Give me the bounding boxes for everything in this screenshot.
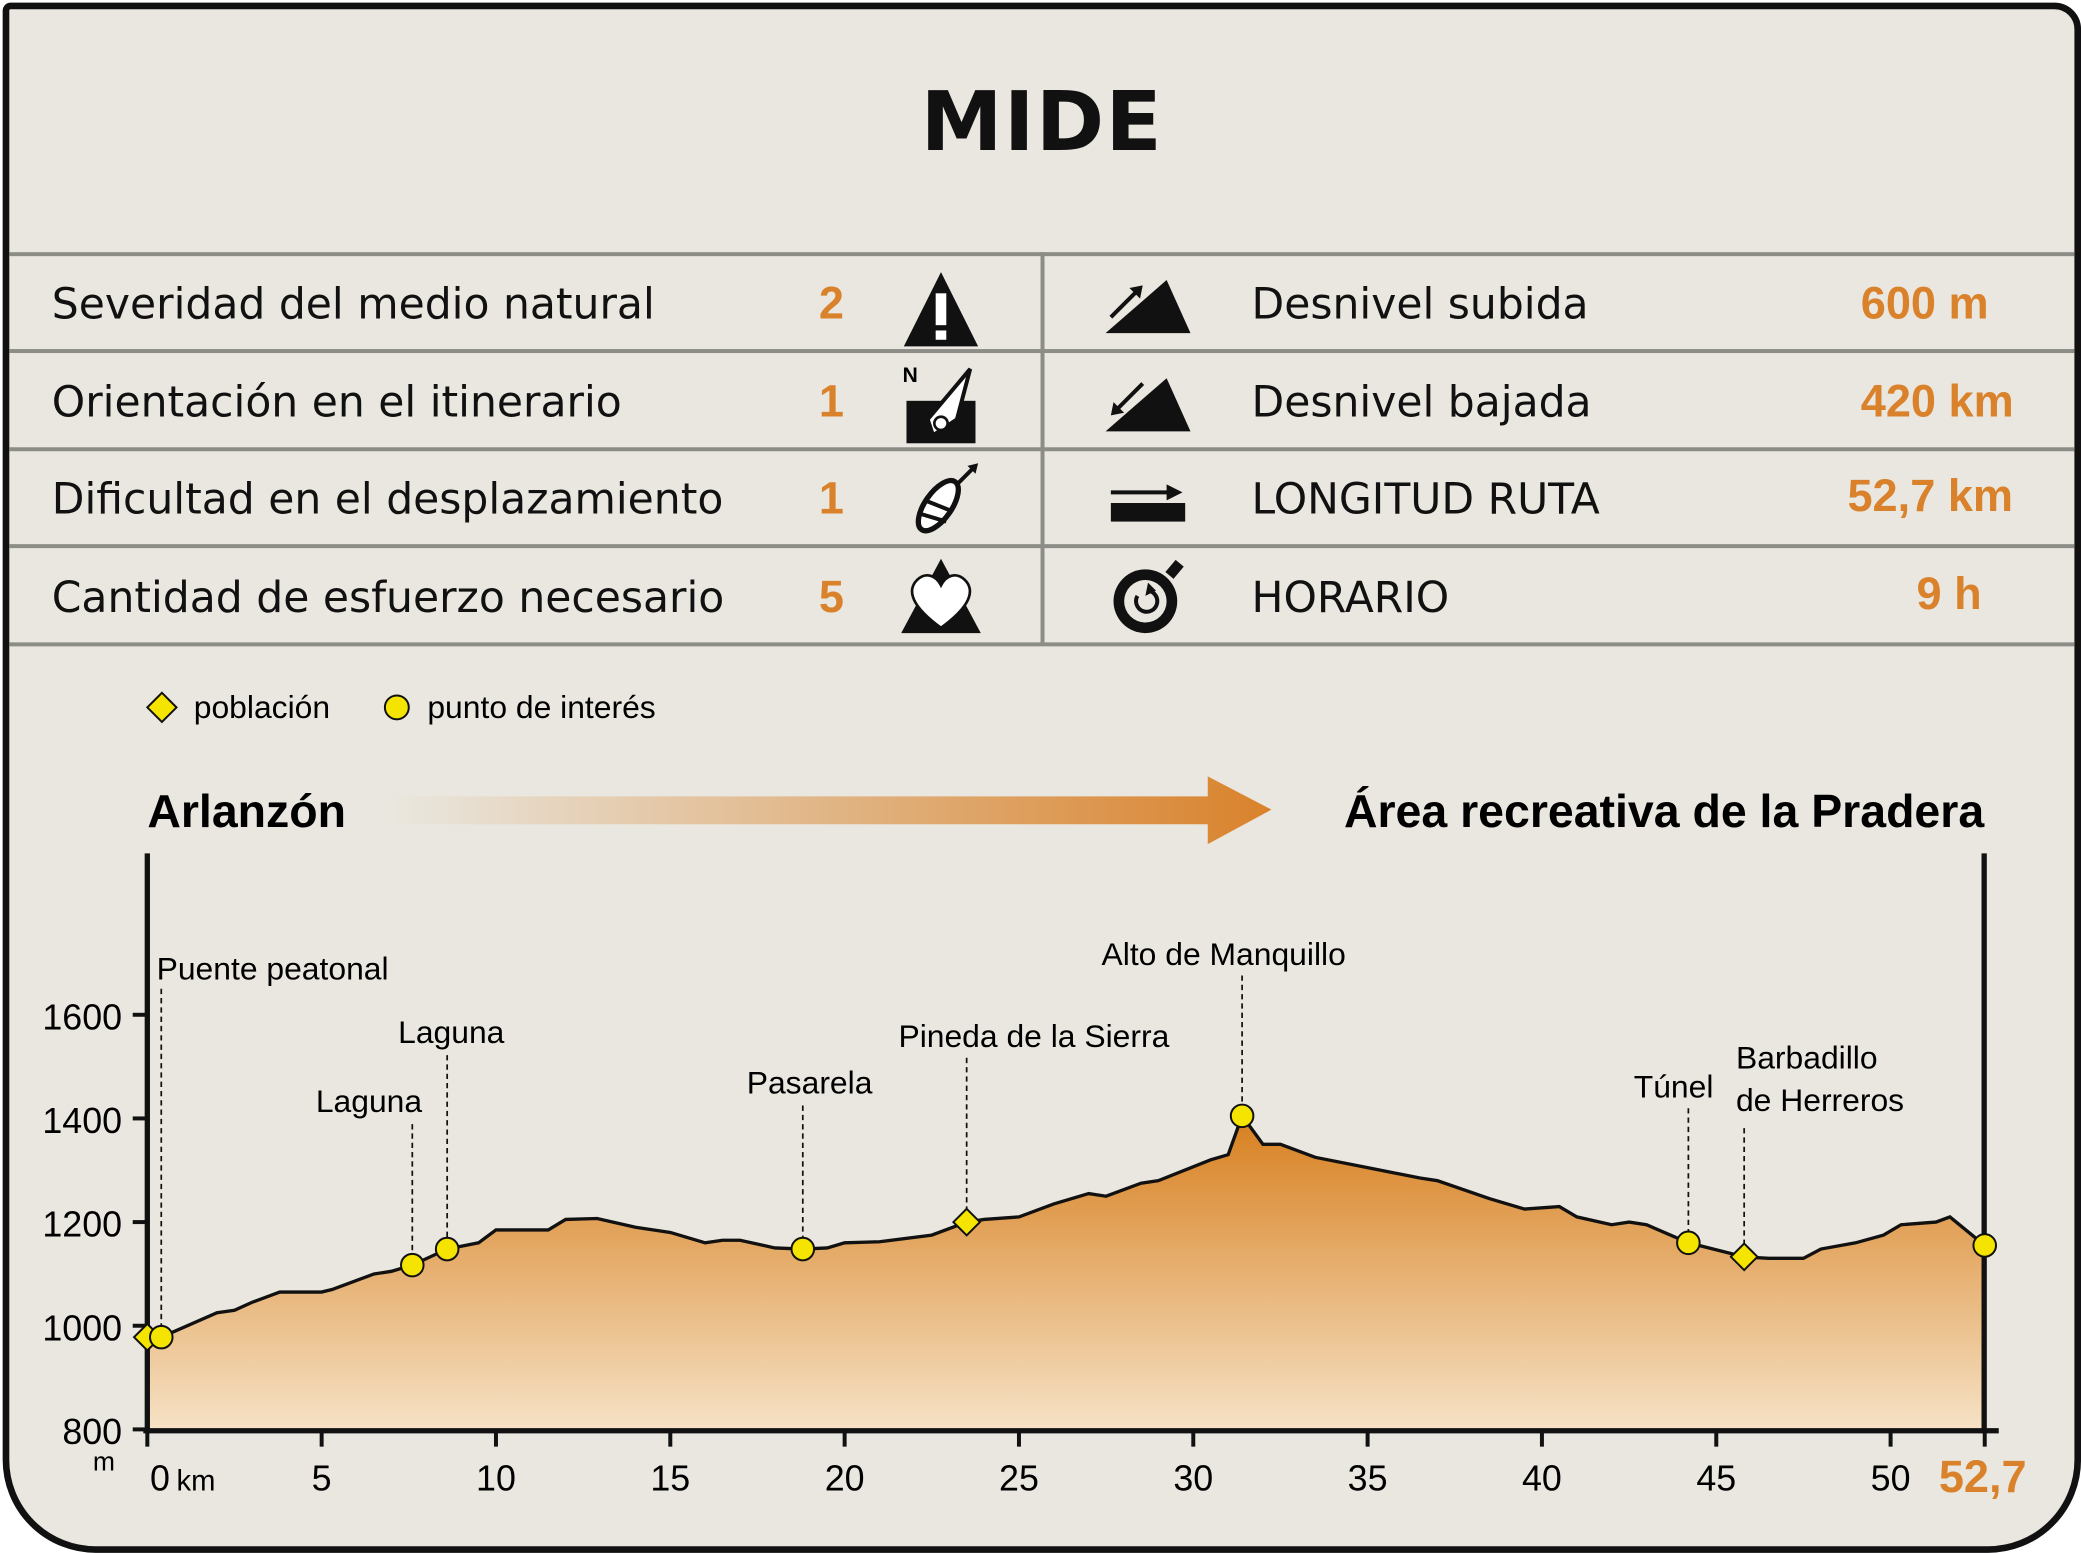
waypoint-label: Alto de Manquillo: [1102, 936, 1346, 972]
divider: [1040, 252, 1045, 646]
waypoint-circle-marker: [1229, 1103, 1255, 1129]
waypoint-circle-marker: [1676, 1230, 1701, 1256]
descent-icon: [1105, 378, 1191, 432]
x-unit-label: km: [177, 1465, 216, 1497]
waypoint-circle-marker: [1972, 1233, 1998, 1258]
legend-diamond-icon: [145, 691, 178, 724]
direction-arrow: [391, 776, 1272, 845]
row-label: Dificultad en el desplazamiento: [51, 473, 724, 525]
profile-line: [147, 1112, 1986, 1339]
waypoint-circle-marker: [790, 1236, 816, 1262]
y-tick-label: 1600: [42, 997, 122, 1037]
compass-north-icon: N: [904, 364, 976, 444]
waypoint-label: Barbadillo: [1736, 1039, 1878, 1075]
x-tick-label: 5: [312, 1458, 332, 1498]
x-tick-label: 10: [476, 1458, 516, 1498]
waypoint-label: Laguna: [398, 1014, 505, 1050]
waypoint-label: Puente peatonal: [157, 950, 389, 986]
legend-circle-icon: [383, 694, 410, 721]
legend-label: población: [194, 689, 330, 725]
y-tick-label: 800: [62, 1412, 122, 1452]
row-label: Orientación en el itinerario: [51, 376, 622, 428]
row-label: Desnivel bajada: [1251, 376, 1592, 428]
start-label: Arlanzón: [147, 785, 346, 837]
distance-icon: [1110, 484, 1186, 522]
row-value: 9 h: [1916, 569, 1982, 620]
row-value: 5: [818, 572, 844, 623]
waypoint-diamond-marker: [1729, 1242, 1759, 1272]
footprint-icon: [915, 463, 979, 534]
end-label: Área recreativa de la Pradera: [1344, 785, 1985, 837]
stopwatch-icon: [1113, 559, 1184, 634]
row-label: Severidad del medio natural: [51, 278, 655, 330]
x-tick-label: 0: [150, 1458, 170, 1498]
heart-mountain-icon: [901, 558, 981, 634]
x-tick-label: 25: [999, 1458, 1039, 1498]
waypoint-label: Pasarela: [747, 1065, 873, 1101]
profile-area: [147, 1115, 1985, 1430]
y-tick-label: 1200: [42, 1205, 122, 1245]
waypoint-label: Túnel: [1634, 1069, 1714, 1105]
x-tick-label: 20: [825, 1458, 865, 1498]
x-tick-label: 45: [1696, 1458, 1736, 1498]
row-label: HORARIO: [1251, 572, 1450, 623]
row-value: 1: [818, 473, 844, 525]
svg-text:N: N: [904, 364, 918, 387]
waypoint-circle-marker: [400, 1252, 425, 1278]
x-tick-label: 50: [1871, 1458, 1911, 1498]
legend-label: punto de interés: [427, 689, 655, 725]
x-tick-label: 35: [1348, 1458, 1388, 1498]
row-value: 1: [818, 376, 844, 428]
row-value: 52,7 km: [1847, 471, 2014, 522]
row-label: Cantidad de esfuerzo necesario: [51, 572, 725, 623]
y-tick-label: 1000: [42, 1308, 122, 1348]
page-title: MIDE: [920, 72, 1164, 170]
row-label: Desnivel subida: [1251, 278, 1589, 330]
y-unit-label: m: [93, 1447, 115, 1477]
row-label: LONGITUD RUTA: [1251, 473, 1600, 525]
x-tick-label: 30: [1173, 1458, 1213, 1498]
waypoint-circle-marker: [434, 1236, 460, 1262]
waypoint-label: Laguna: [316, 1083, 423, 1119]
waypoint-diamond-marker: [951, 1207, 982, 1237]
x-end-label: 52,7: [1939, 1451, 2027, 1502]
x-tick-label: 15: [650, 1458, 690, 1498]
row-value: 420 km: [1860, 376, 2014, 428]
warning-mountain-icon: [903, 272, 979, 347]
y-tick-label: 1400: [42, 1101, 122, 1141]
ascent-icon: [1105, 280, 1191, 334]
waypoint-label: Pineda de la Sierra: [898, 1018, 1169, 1054]
x-tick-label: 40: [1522, 1458, 1562, 1498]
waypoint-label: de Herreros: [1736, 1082, 1904, 1118]
row-value: 600 m: [1860, 278, 1989, 330]
waypoint-circle-marker: [148, 1324, 174, 1350]
row-value: 2: [818, 278, 844, 330]
